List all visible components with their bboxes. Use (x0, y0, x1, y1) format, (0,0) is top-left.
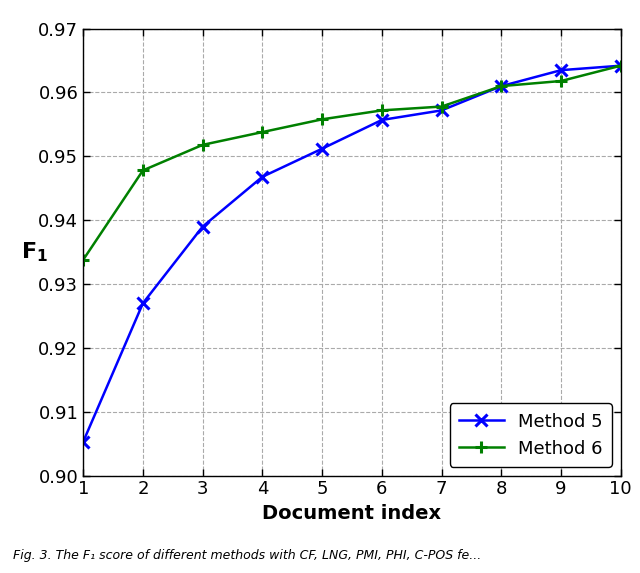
Method 5 (199, 223, 207, 230)
Line: Method 6: Method 6 (77, 60, 627, 266)
Method 6 (79, 256, 87, 263)
Method 5 (497, 83, 505, 89)
Text: Fig. 3. The F₁ score of different methods with CF, LNG, PMI, PHI, C-POS fe...: Fig. 3. The F₁ score of different method… (13, 548, 481, 562)
Method 6 (139, 167, 147, 174)
Method 5 (318, 145, 326, 152)
Method 5 (139, 300, 147, 307)
Method 6 (199, 142, 207, 148)
Method 6 (557, 77, 565, 84)
Method 6 (617, 62, 625, 69)
Method 6 (438, 103, 445, 110)
Legend: Method 5, Method 6: Method 5, Method 6 (449, 403, 612, 466)
Method 5 (79, 438, 87, 445)
Method 5 (438, 107, 445, 114)
Method 6 (318, 116, 326, 123)
Method 6 (497, 83, 505, 89)
Method 6 (259, 129, 266, 136)
Method 5 (378, 116, 386, 123)
Method 6 (378, 107, 386, 114)
Method 5 (617, 62, 625, 69)
Text: $\mathbf{F}_\mathbf{1}$: $\mathbf{F}_\mathbf{1}$ (21, 240, 49, 264)
Method 5 (557, 66, 565, 73)
Line: Method 5: Method 5 (77, 60, 627, 448)
Method 5 (259, 174, 266, 180)
X-axis label: Document index: Document index (262, 504, 442, 523)
